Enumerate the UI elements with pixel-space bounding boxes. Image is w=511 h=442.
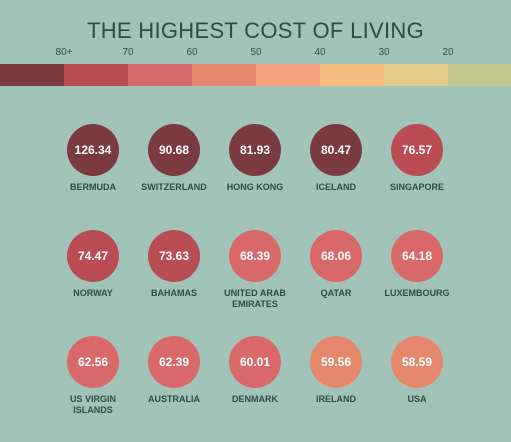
country-name: QATAR <box>320 288 352 298</box>
country-name: SWITZERLAND <box>141 182 207 192</box>
country-name: ICELAND <box>316 182 356 192</box>
value-circle: 68.39 <box>229 230 281 282</box>
country-name: IRELAND <box>316 394 356 404</box>
scale-label: 20 <box>442 47 454 58</box>
scale-segment <box>192 64 256 86</box>
scale-segment <box>128 64 192 86</box>
country-name: UNITED ARAB EMIRATES <box>224 288 286 309</box>
country-item: 68.39 UNITED ARAB EMIRATES <box>205 230 305 310</box>
country-item: 62.39 AUSTRALIA <box>124 336 224 405</box>
country-item: 81.93 HONG KONG <box>205 124 305 193</box>
country-item: 73.63 BAHAMAS <box>124 230 224 299</box>
country-item: 68.06 QATAR <box>286 230 386 299</box>
country-item: 58.59 USA <box>367 336 467 405</box>
value-circle: 81.93 <box>229 124 281 176</box>
scale-label: 60 <box>186 47 198 58</box>
scale-label: 80+ <box>55 47 73 58</box>
country-item: 62.56 US VIRGIN ISLANDS <box>43 336 143 416</box>
country-item: 76.57 SINGAPORE <box>367 124 467 193</box>
country-item: 59.56 IRELAND <box>286 336 386 405</box>
scale-label: 70 <box>122 47 134 58</box>
value-circle: 90.68 <box>148 124 200 176</box>
scale-label: 40 <box>314 47 326 58</box>
country-name: SINGAPORE <box>389 182 444 192</box>
country-name: LUXEMBOURG <box>384 288 450 298</box>
value-circle: 76.57 <box>391 124 443 176</box>
country-item: 126.34 BERMUDA <box>43 124 143 193</box>
country-name: USA <box>407 394 427 404</box>
scale-segment <box>64 64 128 86</box>
country-item: 64.18 LUXEMBOURG <box>367 230 467 299</box>
country-name: DENMARK <box>232 394 278 404</box>
country-name: BERMUDA <box>70 182 116 192</box>
value-circle: 74.47 <box>67 230 119 282</box>
scale-segment <box>256 64 320 86</box>
value-circle: 58.59 <box>391 336 443 388</box>
country-item: 90.68 SWITZERLAND <box>124 124 224 193</box>
scale-segment <box>384 64 448 86</box>
value-circle: 62.39 <box>148 336 200 388</box>
scale-labels: 80+ 70 60 50 40 30 20 <box>0 47 511 61</box>
scale-label: 30 <box>378 47 390 58</box>
value-circle: 59.56 <box>310 336 362 388</box>
country-name: BAHAMAS <box>151 288 197 298</box>
country-name: AUSTRALIA <box>148 394 200 404</box>
country-name: US VIRGIN ISLANDS <box>69 394 116 415</box>
country-item: 60.01 DENMARK <box>205 336 305 405</box>
country-name: HONG KONG <box>226 182 284 192</box>
scale-segment <box>448 64 511 86</box>
value-circle: 126.34 <box>67 124 119 176</box>
scale-segment <box>320 64 384 86</box>
value-circle: 60.01 <box>229 336 281 388</box>
value-circle: 80.47 <box>310 124 362 176</box>
value-circle: 68.06 <box>310 230 362 282</box>
page-title: THE HIGHEST COST OF LIVING <box>86 18 425 43</box>
country-item: 80.47 ICELAND <box>286 124 386 193</box>
country-item: 74.47 NORWAY <box>43 230 143 299</box>
scale-segment <box>0 64 64 86</box>
value-circle: 73.63 <box>148 230 200 282</box>
scale-label: 50 <box>250 47 262 58</box>
value-circle: 62.56 <box>67 336 119 388</box>
country-name: NORWAY <box>73 288 113 298</box>
color-scale-bar <box>0 64 511 86</box>
value-circle: 64.18 <box>391 230 443 282</box>
